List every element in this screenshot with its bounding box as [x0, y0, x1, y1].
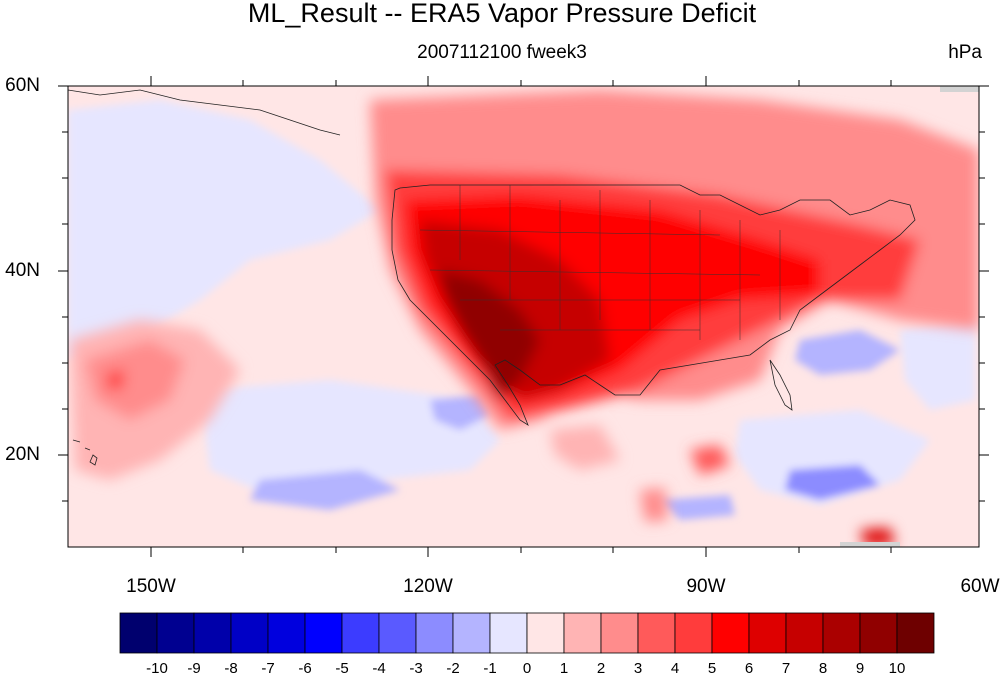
- colorbar-tick-label: 7: [781, 660, 791, 677]
- colorbar-tick-label: 8: [818, 660, 828, 677]
- colorbar-tick-label: -9: [187, 660, 201, 677]
- colorbar-swatch: [341, 612, 380, 654]
- missing-data-top: [940, 86, 979, 92]
- colorbar-swatch: [452, 612, 491, 654]
- colorbar-tick-label: -3: [409, 660, 423, 677]
- colorbar-tick-label: -6: [298, 660, 312, 677]
- colorbar-tick-label: 2: [596, 660, 606, 677]
- colorbar-swatch: [267, 612, 306, 654]
- colorbar-tick-label: 9: [855, 660, 865, 677]
- lon-label-90w: 90W: [686, 576, 726, 597]
- colorbar-tick-label: -1: [483, 660, 497, 677]
- colorbar-swatch: [600, 612, 639, 654]
- colorbar-tick-label: -4: [372, 660, 386, 677]
- lon-label-120w: 120W: [403, 576, 453, 597]
- colorbar-tick-label: -5: [335, 660, 349, 677]
- colorbar-swatch: [563, 612, 602, 654]
- colorbar-tick-label: 5: [707, 660, 717, 677]
- lon-label-150w: 150W: [126, 576, 176, 597]
- hawaii-outline: [72, 439, 98, 466]
- colorbar-swatch: [193, 612, 232, 654]
- colorbar-tick-label: -7: [261, 660, 275, 677]
- colorbar-swatch: [896, 612, 935, 654]
- colorbar-swatch: [230, 612, 269, 654]
- colorbar-swatch: [378, 612, 417, 654]
- colorbar-swatch: [822, 612, 861, 654]
- colorbar-swatch: [415, 612, 454, 654]
- colorbar-tick-label: 3: [633, 660, 643, 677]
- colorbar-tick-label: 10: [888, 660, 906, 677]
- colorbar-tick-label: 6: [744, 660, 754, 677]
- colorbar-swatch: [748, 612, 787, 654]
- vpd-field: [68, 86, 979, 547]
- colorbar-swatch: [711, 612, 750, 654]
- missing-data-bottom: [840, 542, 900, 547]
- colorbar-swatch: [526, 612, 565, 654]
- colorbar-swatch: [859, 612, 898, 654]
- negative-anomalies: [68, 100, 975, 520]
- colorbar-swatch: [674, 612, 713, 654]
- axis-ticks: [58, 76, 989, 557]
- colorbar-tick-label: -8: [224, 660, 238, 677]
- colorbar-swatch: [119, 612, 158, 654]
- map-title: ML_Result -- ERA5 Vapor Pressure Deficit: [247, 0, 757, 28]
- lat-label-40n: 40N: [5, 260, 40, 281]
- colorbar-tick-label: 0: [522, 660, 532, 677]
- colorbar-tick-label: 1: [559, 660, 569, 677]
- lat-label-20n: 20N: [5, 444, 40, 465]
- colorbar: [119, 612, 935, 654]
- lat-label-60n: 60N: [5, 75, 40, 96]
- colorbar-tick-label: -10: [146, 660, 168, 677]
- state-boundaries: [419, 185, 781, 340]
- colorbar-swatch: [785, 612, 824, 654]
- colorbar-tick-label: -2: [446, 660, 460, 677]
- colorbar-swatch: [156, 612, 195, 654]
- colorbar-swatch: [304, 612, 343, 654]
- units-label: hPa: [948, 42, 982, 63]
- map-subtitle: 2007112100 fweek3: [417, 42, 587, 63]
- colorbar-swatch: [637, 612, 676, 654]
- colorbar-tick-label: 4: [670, 660, 680, 677]
- coastlines: [68, 89, 916, 426]
- lon-label-60w: 60W: [960, 576, 1000, 597]
- colorbar-swatch: [489, 612, 528, 654]
